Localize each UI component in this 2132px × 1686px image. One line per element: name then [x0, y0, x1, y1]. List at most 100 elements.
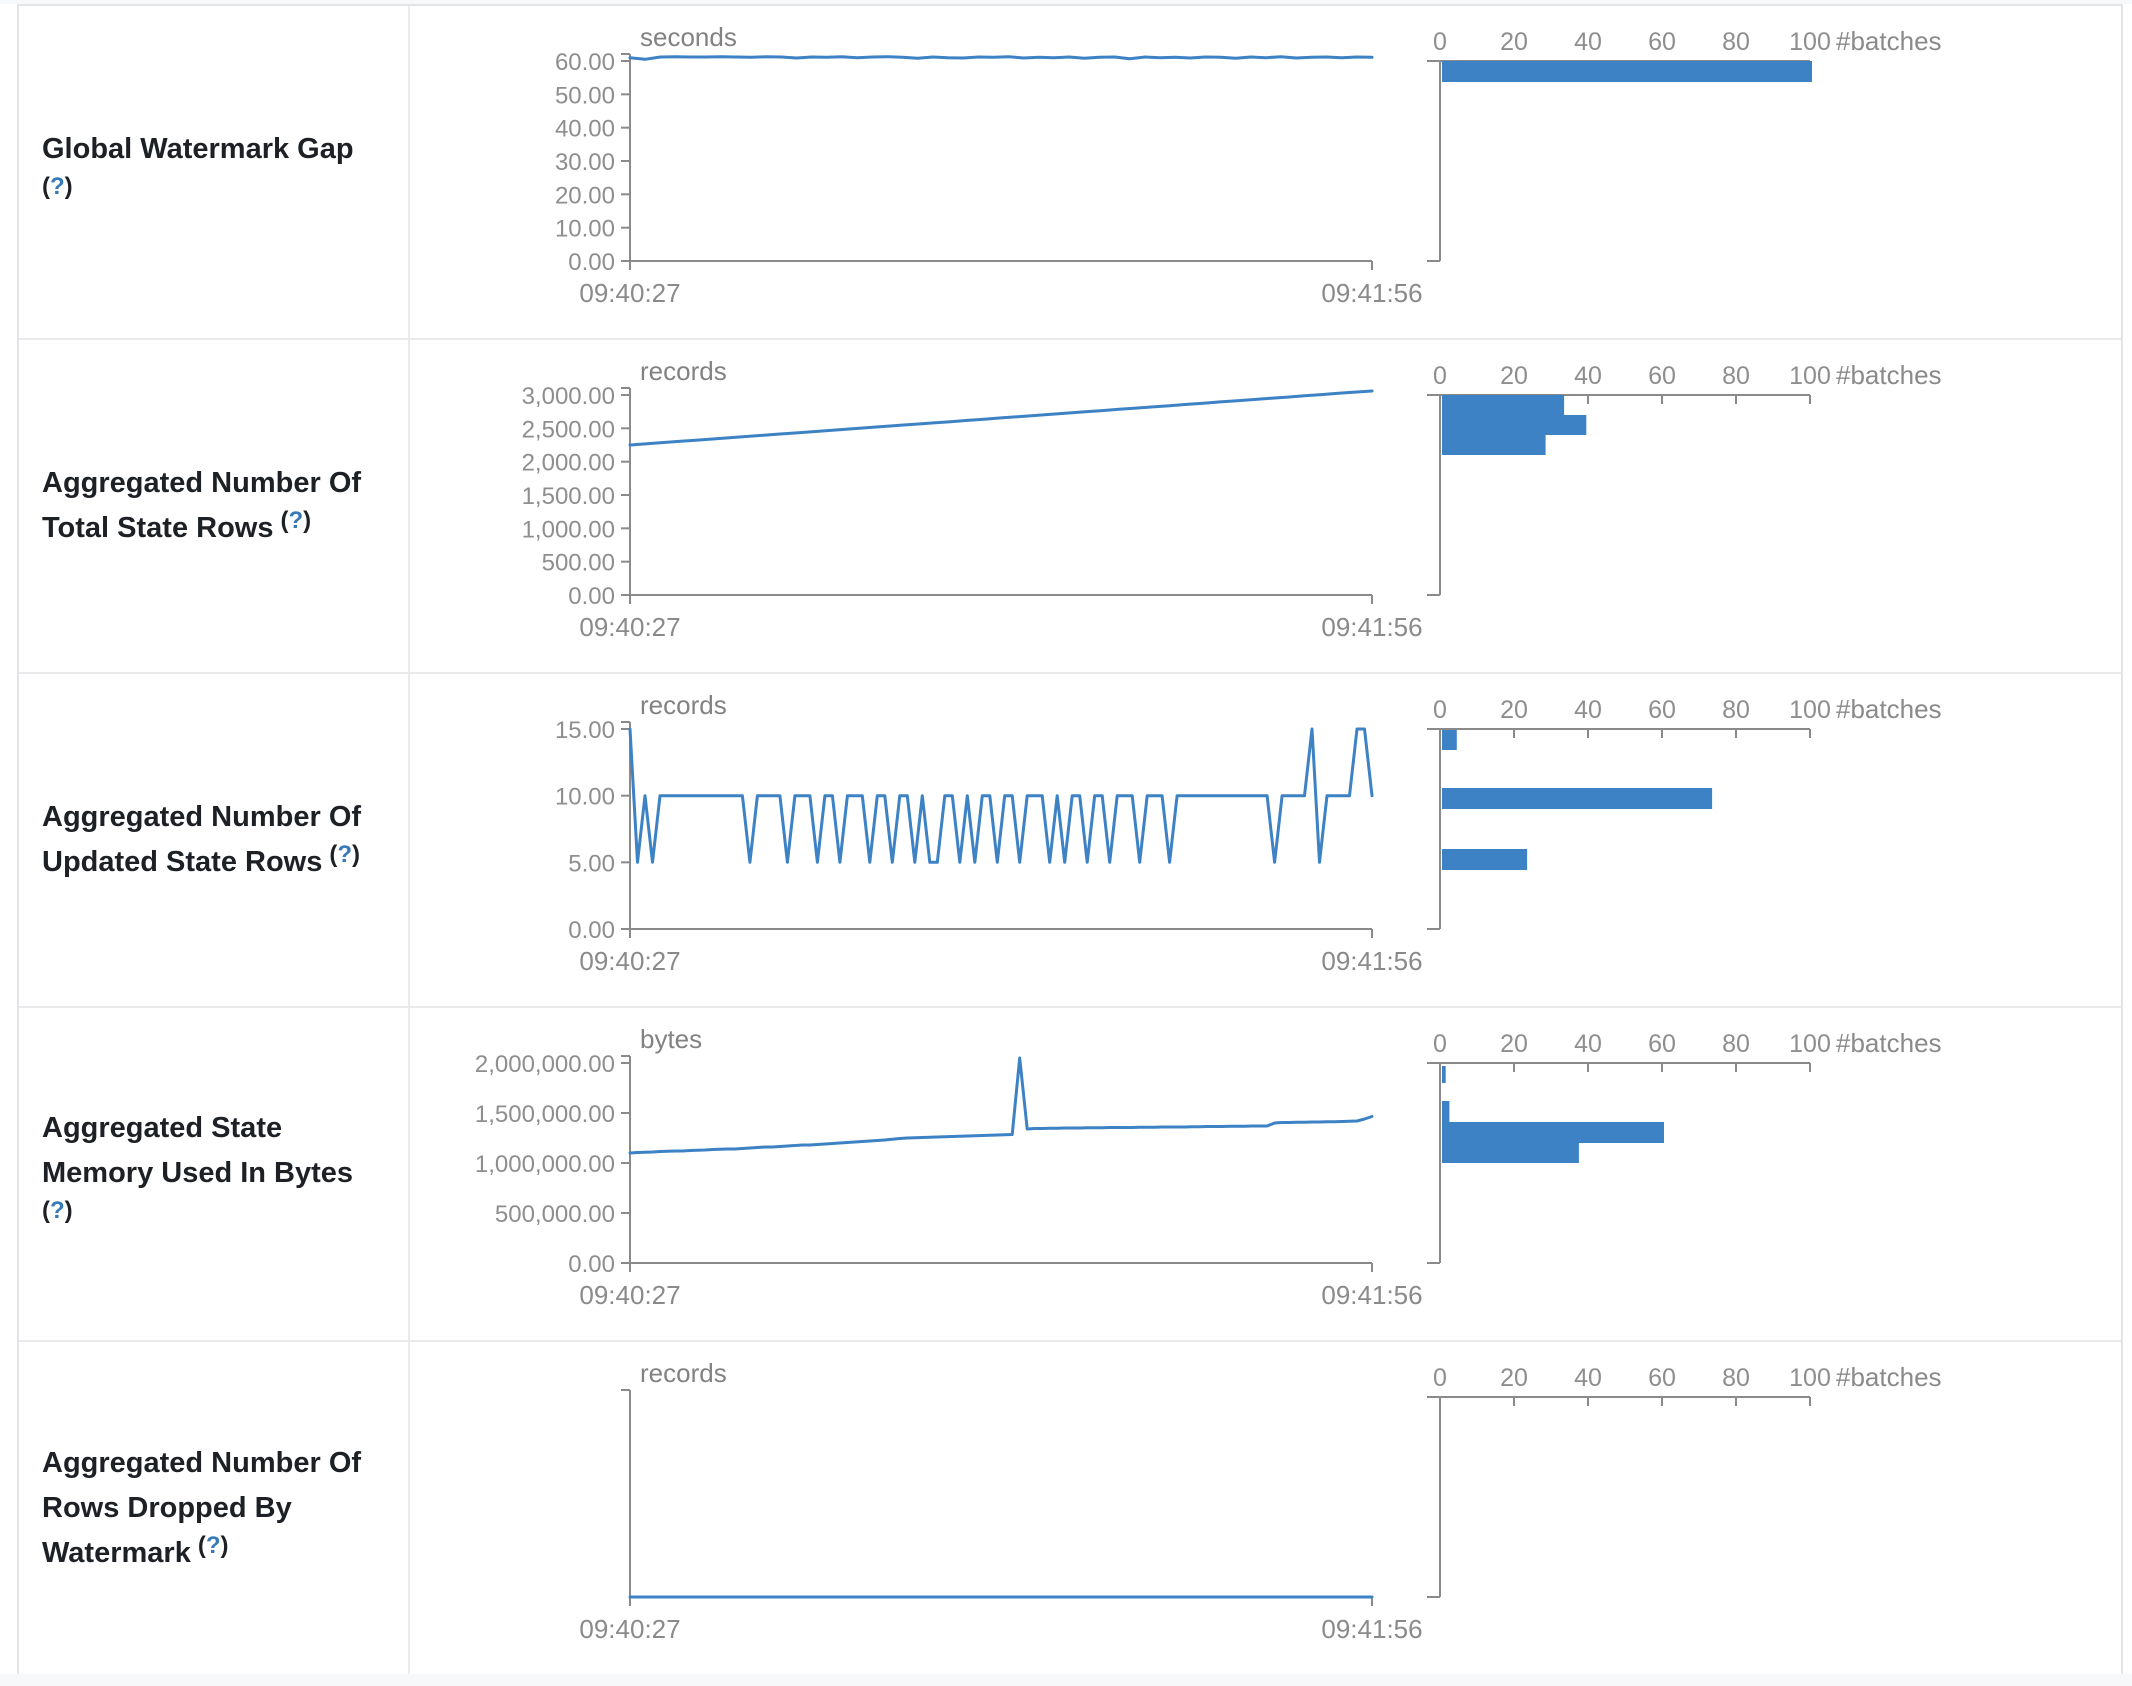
metric-label-line: (?)	[42, 1196, 353, 1242]
batch-axis-tick-label: 60	[1648, 362, 1676, 390]
batch-axis-tick-label: 80	[1722, 1030, 1750, 1058]
metric-label: Aggregated Number Of Updated State Rows (?…	[42, 795, 361, 886]
timeline-unit-label: records	[640, 1358, 727, 1388]
y-axis-tick-label: 20.00	[555, 182, 615, 209]
help-link[interactable]: (?)	[280, 506, 312, 534]
batch-axis-tick-label: 0	[1433, 362, 1447, 390]
metric-row-4: Aggregated Number Of Rows Dropped By Water…	[19, 1342, 2121, 1676]
y-axis-tick-label: 10.00	[555, 216, 615, 243]
metric-label: Aggregated State Memory Used In Bytes (?)	[42, 1106, 353, 1242]
page-bottom-strip	[0, 1674, 2132, 1686]
metric-charts-svg-0: seconds 60.00 50.00 40.00 30.00 20.00 10.00 0.0…	[555, 22, 1942, 308]
metric-row-1: Aggregated Number Of Total State Rows (?) …	[19, 340, 2121, 674]
batch-axis-tick-label: 20	[1500, 362, 1528, 390]
timeline-unit-label: seconds	[640, 22, 737, 52]
question-mark-icon: ?	[50, 172, 65, 200]
batch-axis-tick-label: 100	[1789, 1364, 1831, 1392]
timeline-series-line	[628, 727, 1374, 864]
histogram-bar	[1442, 1122, 1664, 1143]
batch-axis-tick-label: 40	[1574, 28, 1602, 56]
batch-axis-tick-label: 100	[1789, 1030, 1831, 1058]
timeline-unit-label: records	[640, 356, 727, 386]
timeline-chart: records 09:40:27 09:41:56	[579, 1358, 1422, 1644]
histogram-bar	[1442, 730, 1457, 750]
histogram-bar	[1442, 1143, 1579, 1163]
question-mark-icon: ?	[205, 1532, 221, 1559]
histogram-chart: 0 20 40 60 80 100 #batches	[1427, 1362, 1942, 1598]
timeline-series-line	[628, 1056, 1374, 1155]
metric-name-cell: Aggregated Number Of Updated State Rows (?…	[19, 674, 410, 1006]
batch-axis-unit-label: #batches	[1836, 694, 1942, 724]
question-mark-icon: ?	[337, 840, 353, 868]
histogram-bar	[1442, 788, 1713, 809]
x-axis-end-label: 09:41:56	[1321, 278, 1422, 308]
histogram-bar	[1442, 415, 1587, 435]
y-axis-tick-label: 60.00	[555, 49, 615, 76]
batch-axis-tick-label: 20	[1500, 1364, 1528, 1392]
timeline-chart: records 3,000.00 2,500.00 2,000.00 1,500.00 1…	[522, 356, 1423, 642]
metric-row-3: Aggregated State Memory Used In Bytes (?) …	[19, 1008, 2121, 1342]
metric-name-cell: Aggregated State Memory Used In Bytes (?)	[19, 1008, 410, 1340]
metric-label-line: Global Watermark Gap	[42, 132, 354, 165]
batch-axis-tick-label: 60	[1648, 28, 1676, 56]
metric-label-line: Aggregated State	[42, 1112, 283, 1144]
y-axis-tick-label: 40.00	[555, 116, 615, 143]
batch-axis-unit-label: #batches	[1836, 1362, 1942, 1392]
question-mark-icon: ?	[50, 1197, 65, 1224]
y-axis-tick-label: 500,000.00	[495, 1201, 615, 1228]
x-axis-start-label: 09:40:27	[579, 612, 680, 642]
x-axis-end-label: 09:41:56	[1321, 612, 1422, 642]
batch-axis-unit-label: #batches	[1836, 1028, 1942, 1058]
batch-axis-tick-label: 0	[1433, 28, 1447, 56]
y-axis-tick-label: 15.00	[555, 717, 615, 744]
timeline-chart: seconds 60.00 50.00 40.00 30.00 20.00 10.00 0.0…	[555, 22, 1423, 308]
metric-row-2: Aggregated Number Of Updated State Rows (?…	[19, 674, 2121, 1008]
batch-axis-tick-label: 0	[1433, 1364, 1447, 1392]
y-axis-tick-label: 1,000,000.00	[475, 1151, 615, 1178]
x-axis-start-label: 09:40:27	[579, 278, 680, 308]
timeline-unit-label: bytes	[640, 1024, 702, 1054]
histogram-chart: 0 20 40 60 80 100 #batches	[1427, 360, 1942, 596]
metric-chart-cell: bytes 2,000,000.00 1,500,000.00 1,000,000.0…	[410, 1008, 2132, 1340]
histogram-chart: 0 20 40 60 80 100 #batches	[1427, 694, 1942, 930]
metric-name-cell: Global Watermark Gap (?)	[19, 6, 410, 338]
x-axis-start-label: 09:40:27	[579, 1614, 680, 1644]
metric-chart-cell: records 09:40:27 09:41:56 0 20 40 60 80 100 #batc…	[410, 1342, 2132, 1676]
metric-label: Aggregated Number Of Rows Dropped By Water…	[42, 1441, 361, 1577]
histogram-bar	[1442, 1101, 1450, 1122]
metric-row-0: Global Watermark Gap (?) seconds 60.00 50.0…	[19, 6, 2121, 340]
batch-axis-tick-label: 80	[1722, 696, 1750, 724]
y-axis-tick-label: 10.00	[555, 784, 615, 811]
batch-axis-tick-label: 40	[1574, 1364, 1602, 1392]
batch-axis-tick-label: 0	[1433, 696, 1447, 724]
histogram-chart: 0 20 40 60 80 100 #batches	[1427, 26, 1942, 262]
metric-label-line: Updated State Rows (?)	[42, 840, 361, 878]
y-axis-tick-label: 0.00	[568, 583, 615, 610]
help-link[interactable]: (?)	[42, 1197, 73, 1224]
metric-name-cell: Aggregated Number Of Rows Dropped By Water…	[19, 1342, 410, 1676]
y-axis-tick-label: 0.00	[568, 1251, 615, 1278]
timeline-series-line	[628, 389, 1374, 447]
metric-label-line: Aggregated Number Of	[42, 800, 362, 833]
batch-axis-tick-label: 60	[1648, 1030, 1676, 1058]
timeline-unit-label: records	[640, 690, 727, 720]
batch-axis-tick-label: 60	[1648, 696, 1676, 724]
metric-charts-svg-1: records 3,000.00 2,500.00 2,000.00 1,500.00 1…	[522, 356, 1942, 642]
batch-axis-tick-label: 20	[1500, 696, 1528, 724]
metrics-table: Global Watermark Gap (?) seconds 60.00 50.0…	[17, 4, 2123, 1678]
help-link[interactable]: (?)	[329, 840, 361, 868]
metric-label-line: Watermark (?)	[42, 1532, 229, 1569]
histogram-bar	[1442, 1066, 1446, 1083]
y-axis-tick-label: 1,500,000.00	[475, 1101, 615, 1128]
y-axis-tick-label: 50.00	[555, 82, 615, 109]
batch-axis-tick-label: 40	[1574, 696, 1602, 724]
histogram-bar	[1442, 435, 1546, 455]
x-axis-start-label: 09:40:27	[579, 1280, 680, 1310]
help-link[interactable]: (?)	[197, 1532, 229, 1559]
help-link[interactable]: (?)	[42, 172, 73, 200]
batch-axis-tick-label: 0	[1433, 1030, 1447, 1058]
metric-label: Aggregated Number Of Total State Rows (?)	[42, 461, 361, 552]
metric-label-line: Rows Dropped By	[42, 1492, 292, 1524]
